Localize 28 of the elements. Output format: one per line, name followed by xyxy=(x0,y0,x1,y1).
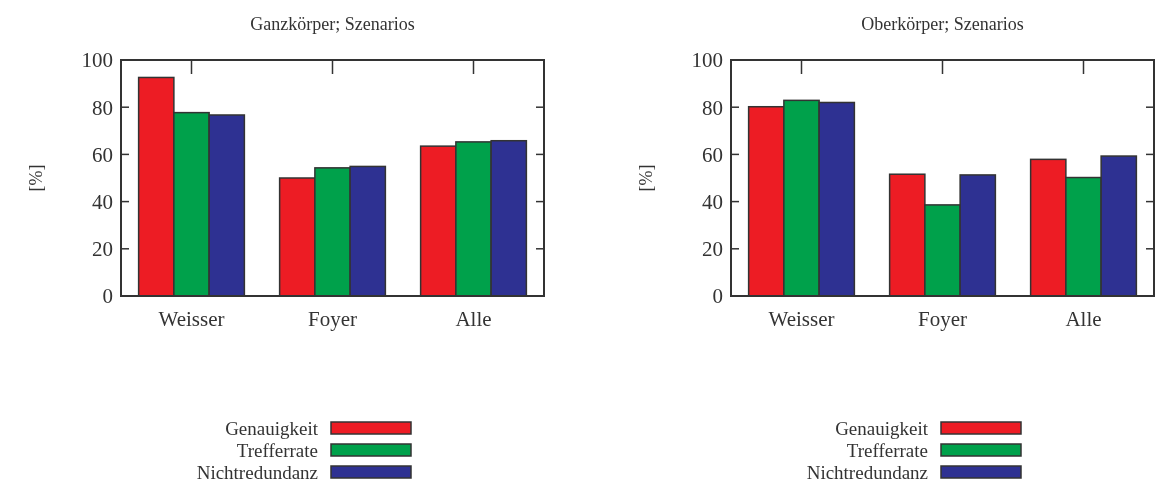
legend-label: Nichtredundanz xyxy=(806,461,928,483)
legend-label: Trefferrate xyxy=(846,439,928,461)
legend-label: Trefferrate xyxy=(236,439,318,461)
y-tick-label: 60 xyxy=(702,142,723,167)
x-tick-label: Weisser xyxy=(158,307,225,331)
y-tick-label: 40 xyxy=(702,189,723,214)
y-tick-label: 20 xyxy=(702,237,723,262)
y-axis-title: [%] xyxy=(636,164,656,192)
y-tick-label: 80 xyxy=(702,95,723,120)
y-tick-label: 80 xyxy=(92,95,113,120)
legend-label: Genauigkeit xyxy=(225,417,319,439)
y-tick-label: 20 xyxy=(92,237,113,262)
legend-label: Genauigkeit xyxy=(835,417,929,439)
x-tick-label: Foyer xyxy=(308,307,357,331)
y-axis-title: [%] xyxy=(26,164,46,192)
y-tick-label: 0 xyxy=(712,284,723,309)
y-tick-label: 100 xyxy=(81,48,113,73)
chart-title: Ganzkörper; Szenarios xyxy=(250,14,415,34)
chart-title: Oberkörper; Szenarios xyxy=(861,14,1024,34)
y-tick-label: 100 xyxy=(691,48,723,73)
y-tick-label: 0 xyxy=(102,284,113,309)
y-tick-label: 60 xyxy=(92,142,113,167)
legend-label: Nichtredundanz xyxy=(196,461,318,483)
x-tick-label: Alle xyxy=(455,307,492,331)
x-tick-label: Weisser xyxy=(768,307,835,331)
x-tick-label: Foyer xyxy=(918,307,967,331)
x-tick-label: Alle xyxy=(1065,307,1102,331)
y-tick-label: 40 xyxy=(92,189,113,214)
